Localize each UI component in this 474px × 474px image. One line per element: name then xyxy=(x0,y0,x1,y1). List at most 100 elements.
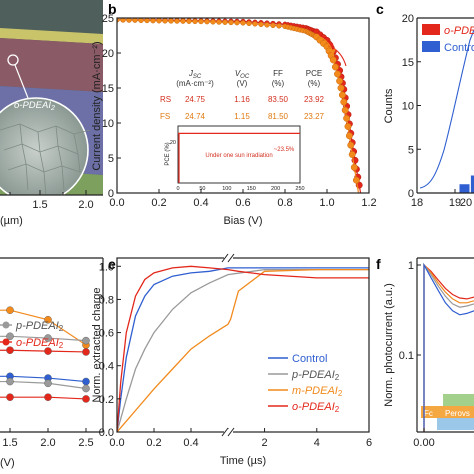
panel-d: 1.5 2.0 2.5 (V) p-PDEAI2 o-PDEAI2 xyxy=(0,257,104,469)
panel-e-x-tick-label-left-2: 0.4 xyxy=(183,437,198,449)
panel-b-table-cell-0-2: 83.50 xyxy=(268,95,289,104)
panel-d-marker-4-1 xyxy=(44,379,52,388)
panel-d-x-axis-label: (V) xyxy=(0,457,15,469)
sem-inset-circle xyxy=(0,97,89,195)
panel-b-y-tick-label-1: 5 xyxy=(108,153,114,165)
panel-b-marker-fs-2-1 xyxy=(204,19,210,25)
panel-b-table-cell-0-3: 23.92 xyxy=(304,95,325,104)
panel-b-inset-x-tick-label-2: 100 xyxy=(222,186,231,192)
panel-f-band-blue xyxy=(437,418,474,430)
panel-c-legend-label-control: Contro xyxy=(444,42,474,54)
panel-e-series-line-control xyxy=(117,267,369,432)
panel-d-legend-label-p: p-PDEAI2 xyxy=(15,320,64,333)
panel-e-x-tick-label-right-2: 6 xyxy=(366,437,372,449)
panel-b-marker-fs-11-1 xyxy=(345,132,353,140)
panel-e-x-tick-label-right-1: 4 xyxy=(314,437,320,449)
panel-b-scan-arrow-rs-head xyxy=(328,43,334,49)
panel-d-series-line-5 xyxy=(0,396,87,400)
panel-b-inset-x-tick-label-5: 250 xyxy=(295,186,304,192)
panel-f-band-text-1: Fc xyxy=(424,409,433,418)
panel-b-table-unit-0: (mA·cm⁻²) xyxy=(176,79,214,88)
panel-b-marker-fs-9-1 xyxy=(337,84,345,92)
panel-b-marker-fs-3-3 xyxy=(258,21,264,28)
panel-a: o-PDEAI2 1.5 2.0 (µm) xyxy=(0,0,103,227)
panel-a-x-tick-label-2: 2.0 xyxy=(78,199,93,211)
panel-b-marker-fs-1-5 xyxy=(186,18,192,24)
panel-e-x-tick-label-right-0: 2 xyxy=(261,437,267,449)
panel-b-y-tick-label-0: 0 xyxy=(108,188,114,200)
panel-d-legend: p-PDEAI2 o-PDEAI2 xyxy=(0,320,64,350)
panel-b-marker-fs-3-1 xyxy=(246,20,252,27)
panel-d-legend-label-o: o-PDEAI2 xyxy=(16,337,64,350)
panel-b-marker-fs-3-6 xyxy=(276,23,282,29)
panel-e-legend-label-p: p-PDEAI2 xyxy=(291,369,340,382)
panel-b-marker-fs-3-5 xyxy=(270,22,276,29)
panel-c-y-tick-label-1: 5 xyxy=(408,144,414,156)
sem-grains xyxy=(0,123,91,195)
sem-layer-yellow xyxy=(0,28,103,44)
panel-b-scan-arrow-fs-head xyxy=(330,49,336,55)
panel-f-x-tick-label-0: 0.00 xyxy=(413,437,434,449)
panel-c-label: c xyxy=(376,1,384,17)
panel-b-marker-fs-2-6 xyxy=(234,20,240,26)
panel-b-marker-fs-3-4 xyxy=(264,22,270,28)
panel-b-x-tick-label-1: 0.2 xyxy=(151,197,166,209)
panel-d-x-tick-label-1: 2.0 xyxy=(40,437,55,449)
panel-b-axes: 0.0 0.2 0.4 0.6 0.8 1.0 1.2 0 5 10 15 20 25 xyxy=(102,13,377,209)
panel-d-legend-marker-p xyxy=(2,321,10,329)
panel-d-marker-1-1 xyxy=(44,334,52,342)
panel-d-marker-1-0 xyxy=(6,332,14,341)
panel-b-marker-fs-11-2 xyxy=(347,141,355,149)
panel-d-series-line-3 xyxy=(0,375,87,383)
panel-c-legend: o-PDEA Contro xyxy=(422,24,474,54)
panel-e-y-tick-label-2: 0.4 xyxy=(99,361,114,373)
panel-f-series-line-3 xyxy=(423,262,474,432)
panel-b-label: b xyxy=(108,1,117,17)
panel-b-table-row-label-fs: FS xyxy=(160,112,170,121)
panel-b-marker-fs-0-1 xyxy=(120,18,126,23)
panel-b-marker-fs-8-2 xyxy=(334,70,341,78)
panel-b-marker-fs-3-0 xyxy=(240,20,246,26)
panel-e-series-line-p xyxy=(117,268,369,432)
panel-b-marker-fs-0-4 xyxy=(138,18,144,24)
panel-b-marker-fs-0-6 xyxy=(150,18,156,24)
panel-b-inset-frame xyxy=(177,125,301,184)
panel-e-frame xyxy=(116,257,370,433)
panel-b-y-tick-label-5: 25 xyxy=(102,13,114,25)
panel-b-marker-fs-2-5 xyxy=(228,19,234,26)
panel-f-y-tick-label-1: 0.1 xyxy=(399,350,414,362)
panel-b-y-tick-label-3: 15 xyxy=(102,83,114,95)
panel-b-table-row-label-rs: RS xyxy=(160,95,171,104)
panel-b-marker-fs-11-0 xyxy=(344,123,352,130)
panel-b-table-cell-1-0: 24.74 xyxy=(185,112,206,121)
panel-c-x-tick-label-2: 20 xyxy=(460,197,472,209)
panel-f: f Fc Perovs 1 0.1 0.00 Norm. photocurrent … xyxy=(376,256,474,449)
panel-d-marker-0-1 xyxy=(44,315,52,324)
panel-f-band-green xyxy=(443,394,474,406)
panel-c-fit-curve xyxy=(419,29,474,189)
panel-e-label: e xyxy=(108,256,116,272)
panel-e-y-tick-label-3: 0.6 xyxy=(99,328,114,340)
panel-b-marker-fs-2-2 xyxy=(210,19,216,25)
panel-d-marker-5-2 xyxy=(82,395,90,403)
panel-e-y-tick-label-5: 1.0 xyxy=(99,261,114,273)
panel-b-marker-fs-9-2 xyxy=(338,91,346,99)
panel-b-inset-x-tick-label-1: 50 xyxy=(199,186,205,192)
panel-e-series-line-m xyxy=(117,268,369,432)
panel-d-series-line-0 xyxy=(0,309,87,346)
panel-c-y-tick-label-4: 20 xyxy=(402,13,414,25)
panel-e-y-tick-label-0: 0.0 xyxy=(99,427,114,439)
panel-b-marker-fs-0-3 xyxy=(132,18,138,23)
panel-c-legend-swatch-o xyxy=(422,24,440,35)
panel-b-y-tick-label-4: 20 xyxy=(102,48,114,60)
panel-b-inset-x-tick-label-4: 200 xyxy=(271,186,280,192)
panel-e-legend-label-control: Control xyxy=(292,353,327,365)
panel-b-marker-fs-2-4 xyxy=(222,19,228,25)
panel-c-y-tick-label-2: 10 xyxy=(402,101,414,113)
panel-d-series-line-4 xyxy=(0,380,87,390)
panel-b-inset-x-tick-label-3: 150 xyxy=(247,186,256,192)
panel-b-marker-fs-12-0 xyxy=(348,151,356,158)
sem-zoom-marker xyxy=(7,54,19,66)
panel-b-x-tick-label-5: 1.0 xyxy=(319,197,334,209)
